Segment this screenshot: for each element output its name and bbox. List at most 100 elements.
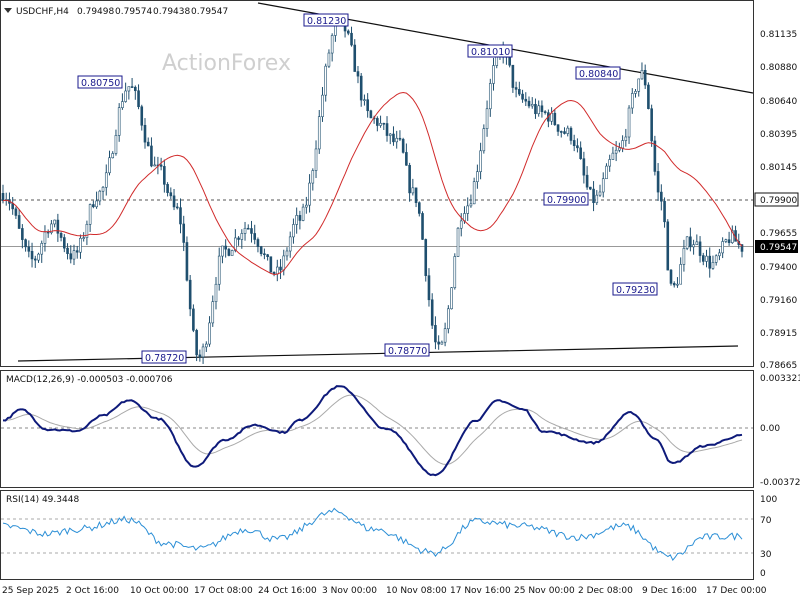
rsi-tick: 30 xyxy=(760,550,772,560)
candle-body xyxy=(153,164,156,167)
candle-body xyxy=(550,112,553,122)
time-tick: 17 Dec 00:00 xyxy=(706,586,767,596)
candle-body xyxy=(401,138,405,153)
price-annotation-box xyxy=(141,350,187,364)
candle-body xyxy=(104,172,108,188)
candle-body xyxy=(408,165,411,194)
candle-body xyxy=(330,35,334,54)
candle-body xyxy=(695,241,699,245)
candle-body xyxy=(317,116,321,150)
candle-body xyxy=(672,283,676,286)
candle-body xyxy=(718,252,721,257)
candle-body xyxy=(740,244,744,252)
price-annotation-label: 0.79230 xyxy=(616,285,655,296)
candle-body xyxy=(321,94,324,117)
reference-price-label: 0.79900 xyxy=(760,196,797,206)
candle-body xyxy=(140,106,144,126)
candle-body xyxy=(630,93,634,109)
candle-body xyxy=(282,255,286,271)
candle-body xyxy=(92,204,95,208)
candle-body xyxy=(253,233,257,240)
candle-body xyxy=(134,86,137,92)
candle-body xyxy=(472,181,476,205)
price-annotation-label: 0.78720 xyxy=(145,353,184,364)
candle-body xyxy=(724,239,728,242)
candle-body xyxy=(221,245,224,257)
price-annotation-box xyxy=(77,75,123,89)
candle-body xyxy=(353,44,357,72)
candle-body xyxy=(369,110,373,119)
candle-body xyxy=(572,140,576,147)
price-annotation-box xyxy=(303,13,349,27)
candle-body xyxy=(727,239,731,243)
candle-body xyxy=(714,255,718,263)
candle-body xyxy=(424,239,428,276)
candle-body xyxy=(669,269,673,284)
candle-body xyxy=(172,195,176,208)
price-axis[interactable]: 0.81135 0.80880 0.80640 0.80395 0.80145 … xyxy=(754,30,799,371)
candle-body xyxy=(634,90,637,94)
candle-body xyxy=(27,246,31,252)
candle-body xyxy=(146,141,150,147)
candle-body xyxy=(640,70,644,80)
price-tick: 0.79160 xyxy=(760,296,797,306)
candle-body xyxy=(682,248,686,265)
candle-body xyxy=(234,237,237,251)
chart-header: USDCHF,H4 0.79498 0.79574 0.79438 0.7954… xyxy=(4,7,228,17)
time-axis[interactable]: 25 Sep 2025 2 Oct 16:00 10 Oct 00:00 17 … xyxy=(2,586,767,596)
candle-body xyxy=(492,65,495,84)
candle-body xyxy=(405,152,408,166)
candle-body xyxy=(192,308,195,331)
candle-body xyxy=(30,250,34,260)
candle-body xyxy=(679,264,682,285)
price-tick: 0.79655 xyxy=(760,229,797,239)
candle-body xyxy=(647,84,650,109)
candle-body xyxy=(701,255,705,262)
candle-body xyxy=(243,227,247,234)
candle-body xyxy=(388,133,392,136)
candlestick-series xyxy=(1,15,744,364)
candle-body xyxy=(301,206,305,221)
rsi-panel[interactable] xyxy=(0,490,754,580)
macd-tick: 0.003321 xyxy=(760,374,800,384)
time-tick: 25 Nov 00:00 xyxy=(514,586,575,596)
candle-body xyxy=(201,346,205,358)
candle-body xyxy=(124,90,127,102)
candle-body xyxy=(127,86,131,92)
candle-body xyxy=(676,283,679,286)
candle-body xyxy=(621,140,624,149)
candle-body xyxy=(524,98,528,102)
candle-body xyxy=(521,93,524,100)
time-tick: 3 Nov 00:00 xyxy=(322,586,377,596)
macd-panel[interactable] xyxy=(0,370,754,488)
candle-body xyxy=(511,64,515,88)
candle-body xyxy=(624,136,628,141)
candle-body xyxy=(75,250,79,253)
candle-body xyxy=(121,101,124,108)
candle-body xyxy=(530,103,534,107)
candle-body xyxy=(450,287,453,310)
candle-body xyxy=(534,103,537,115)
watermark-text: ActionForex xyxy=(162,51,291,76)
candle-body xyxy=(608,159,611,167)
candle-body xyxy=(56,219,60,234)
price-annotation-label: 0.81010 xyxy=(471,47,510,58)
lower-trendline[interactable] xyxy=(17,345,739,362)
candle-body xyxy=(246,227,250,230)
candle-body xyxy=(598,191,602,196)
collapse-arrow-icon[interactable] xyxy=(4,8,12,13)
candle-body xyxy=(466,205,469,214)
candle-body xyxy=(579,147,582,159)
candle-body xyxy=(566,127,570,134)
candle-body xyxy=(434,325,437,343)
candle-body xyxy=(276,266,279,275)
candle-body xyxy=(469,203,473,207)
candle-body xyxy=(417,202,421,214)
candle-body xyxy=(82,237,85,239)
candle-body xyxy=(72,250,76,260)
candle-body xyxy=(479,150,482,172)
price-tick: 0.81135 xyxy=(760,30,797,40)
price-panel[interactable] xyxy=(0,0,754,367)
